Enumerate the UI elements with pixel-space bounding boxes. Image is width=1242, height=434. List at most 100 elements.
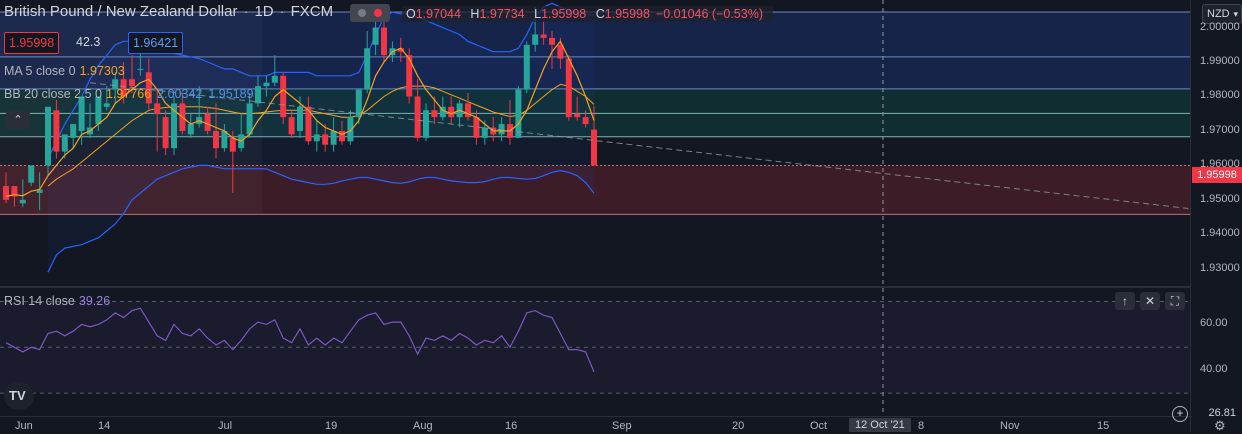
candle	[271, 55, 278, 87]
candle-body	[322, 134, 329, 145]
candle	[187, 113, 194, 138]
ma-line	[5, 40, 595, 197]
candle-body	[439, 106, 446, 118]
time-tick-label: Oct	[810, 420, 828, 432]
price-tick-label: 1.93000	[1200, 261, 1240, 274]
candle-body	[103, 103, 110, 107]
candle-body	[557, 44, 564, 59]
candle	[473, 110, 480, 145]
candle-body	[330, 130, 337, 145]
time-tick-label: 8	[918, 420, 925, 432]
sell-price-button[interactable]: 1.95998	[4, 32, 60, 54]
candle-body	[355, 89, 362, 118]
price-zone-2	[0, 165, 1190, 215]
crosshair-date-label: 12 Oct '21	[849, 418, 911, 432]
interval-label[interactable]: 1D	[254, 3, 274, 20]
open-label: O	[406, 7, 416, 21]
bb-legend[interactable]: BB 20 close 2.5 0 1.97766 2.00342 1.95189	[4, 87, 254, 101]
candle-body	[397, 48, 404, 52]
time-tick-label: Aug	[413, 420, 433, 432]
price-zone-0	[0, 12, 1190, 89]
candle	[397, 37, 404, 63]
candle	[330, 117, 337, 152]
low-label: L	[534, 7, 542, 21]
candle	[70, 124, 77, 149]
close-label: C	[595, 7, 605, 21]
bb-fill	[48, 3, 594, 273]
candle	[28, 165, 35, 187]
candle-body	[11, 186, 18, 197]
candle-body	[271, 75, 278, 83]
candle-body	[246, 103, 253, 135]
candle-body	[423, 110, 429, 138]
flag-icon	[374, 9, 382, 17]
price-tick-label: 1.95000	[1200, 192, 1240, 205]
close-icon[interactable]: ✕	[1140, 292, 1160, 310]
change-value: −0.01046 (−0.53%)	[655, 7, 763, 21]
currency-select[interactable]: NZD ▾	[1202, 4, 1242, 24]
tradingview-logo[interactable]: TV	[4, 382, 34, 410]
candle-body	[473, 117, 480, 138]
candle	[364, 31, 371, 94]
candle-body	[406, 55, 413, 97]
trendline[interactable]	[89, 82, 1189, 209]
candle-body	[28, 165, 35, 183]
time-tick-label: 20	[732, 420, 745, 432]
rsi-pane	[0, 300, 1190, 394]
chart-title: British Pound / New Zealand Dollar · 1D · FX…	[4, 3, 334, 20]
candle	[221, 124, 228, 152]
candle-body	[381, 27, 387, 56]
candle	[574, 96, 581, 121]
time-tick-label: 15	[1097, 420, 1110, 432]
gear-icon[interactable]: ⚙	[1214, 418, 1226, 433]
ma-legend[interactable]: MA 5 close 0 1.97303	[4, 64, 125, 78]
candle	[204, 106, 211, 135]
candle	[381, 17, 387, 63]
candle	[36, 172, 43, 211]
candle	[229, 130, 236, 193]
moving-average	[5, 40, 595, 197]
candle-body	[532, 34, 539, 45]
buy-price-button[interactable]: 1.96421	[128, 32, 184, 54]
plus-icon[interactable]: +	[1172, 406, 1188, 422]
chevron-up-icon[interactable]: ⌃	[6, 111, 30, 129]
candle	[439, 96, 446, 121]
candle-body	[465, 103, 471, 118]
rsi-legend[interactable]: RSI 14 close 39.26	[4, 294, 110, 308]
candle-body	[498, 124, 505, 135]
chevron-down-icon: ▾	[1233, 9, 1238, 19]
candle-body	[213, 130, 219, 149]
candle-body	[255, 86, 261, 104]
candle	[523, 41, 530, 94]
eye-icon	[358, 9, 366, 17]
candle	[255, 75, 261, 107]
candle-body	[162, 117, 169, 149]
candle-body	[364, 48, 371, 90]
visibility-toggle[interactable]	[350, 4, 390, 22]
candle	[145, 58, 152, 111]
candle-body	[171, 103, 177, 149]
candle	[95, 96, 102, 131]
candlesticks	[3, 6, 597, 211]
trendline-dashed[interactable]	[89, 82, 1189, 209]
time-tick-label: Sep	[612, 420, 632, 432]
arrow-up-icon[interactable]: ↑	[1115, 292, 1135, 310]
candle	[414, 79, 421, 142]
candle-body	[515, 89, 522, 138]
candle-body	[431, 110, 438, 118]
bb-lower-value: 1.95189	[208, 87, 254, 101]
candle	[103, 86, 110, 111]
candle	[305, 96, 312, 145]
symbol-name[interactable]: British Pound / New Zealand Dollar	[4, 3, 238, 20]
maximize-icon[interactable]: ⛶	[1165, 292, 1185, 310]
candle-body	[288, 117, 295, 135]
bb-middle-line	[47, 83, 595, 187]
candle	[565, 55, 572, 121]
candle-body	[540, 34, 547, 38]
candle-body	[61, 134, 68, 152]
candle	[112, 72, 119, 104]
ma-name: MA 5 close 0	[4, 64, 76, 78]
